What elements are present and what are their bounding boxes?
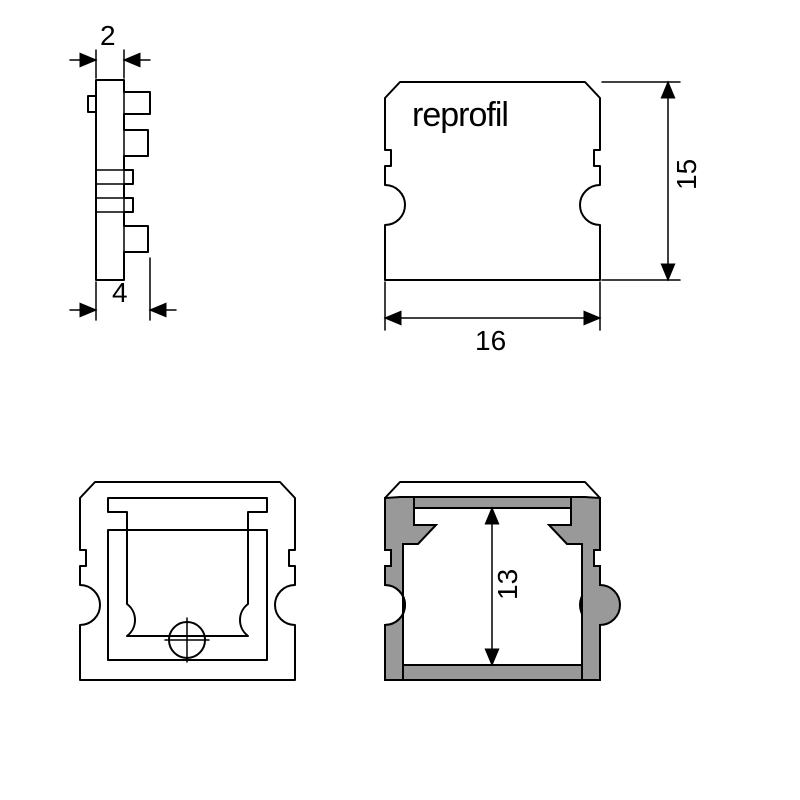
- technical-drawing: 2 4 reprofil 15: [0, 0, 800, 800]
- dim-2-label: 2: [100, 20, 116, 51]
- view-endcap-back: [80, 482, 295, 680]
- dim-13-label: 13: [492, 569, 523, 600]
- view-profile-section: 13: [385, 482, 620, 680]
- section-fill-left: [385, 497, 444, 680]
- view-side-profile: 2 4: [70, 20, 176, 320]
- section-fill-bottom: [403, 665, 582, 680]
- dim-2: 2: [70, 20, 150, 78]
- view-front-endcap: reprofil 15 16: [385, 82, 702, 356]
- dim-13: 13: [492, 508, 523, 665]
- dim-15-label: 15: [671, 159, 702, 190]
- cover-plate: [414, 497, 571, 508]
- dim-15: 15: [602, 82, 702, 280]
- dim-16-label: 16: [475, 325, 506, 356]
- logo-text: reprofil: [412, 96, 508, 134]
- dim-4-label: 4: [112, 277, 128, 308]
- section-fill-right: [541, 497, 620, 680]
- dim-16: 16: [385, 282, 600, 356]
